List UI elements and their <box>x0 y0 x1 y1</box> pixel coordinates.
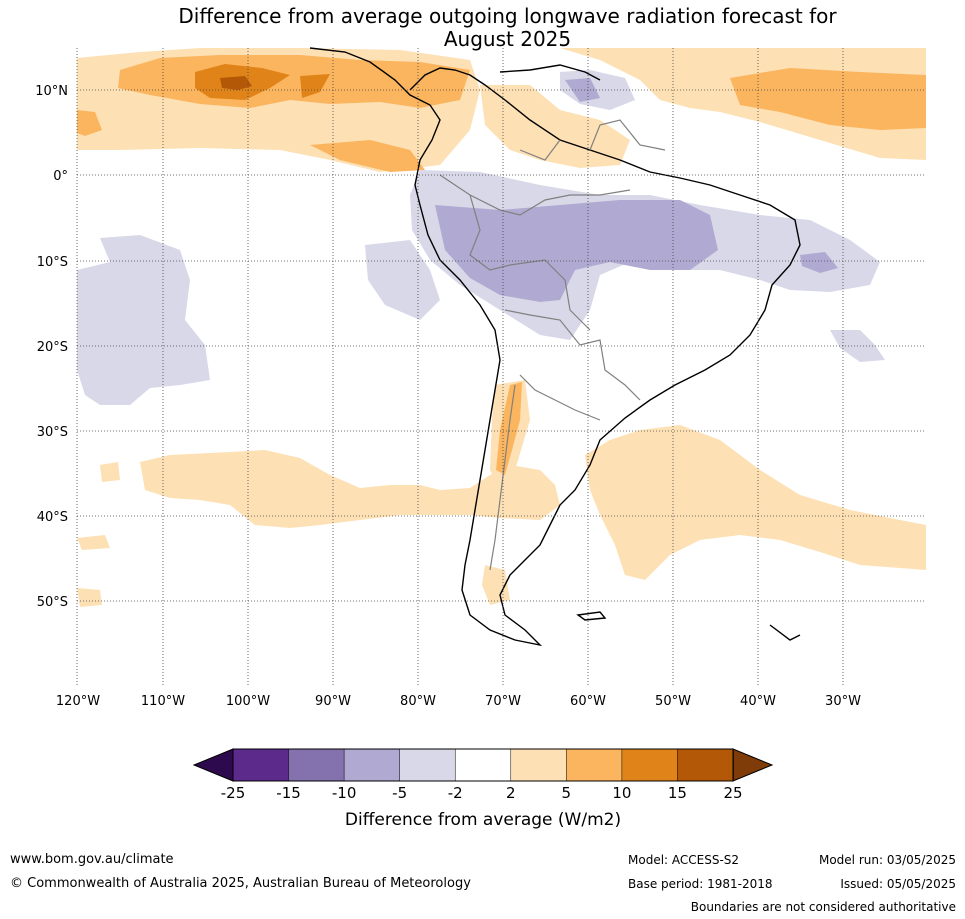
lat-tick: 10°N <box>35 84 68 99</box>
colorbar-frame <box>232 748 734 782</box>
colorbar-under-arrow <box>192 748 234 782</box>
lat-tick: 30°S <box>37 425 68 440</box>
colorbar-segment <box>454 748 512 782</box>
issued-text: Issued: 05/05/2025 <box>840 877 956 891</box>
gridlines <box>76 48 926 685</box>
anomaly-area <box>565 78 600 102</box>
colorbar-segment <box>510 748 568 782</box>
anomaly-area <box>140 450 560 528</box>
lon-tick: 50°W <box>655 694 691 709</box>
anomaly-area <box>482 565 510 605</box>
coastlines <box>309 47 801 647</box>
lon-tick: 40°W <box>740 694 776 709</box>
lat-tick: 20°S <box>37 340 68 355</box>
anomaly-area <box>365 240 440 320</box>
lat-tick: 40°S <box>37 510 68 525</box>
lon-tick: 80°W <box>400 694 436 709</box>
anomaly-fields <box>77 48 926 607</box>
colorbar-label: -15 <box>276 784 301 802</box>
lat-tick: 0° <box>53 169 68 184</box>
colorbar: -25 -15 -10 -5 -2 2 5 10 15 25 Difference from av… <box>192 748 774 830</box>
anomaly-area <box>480 85 630 168</box>
base-period-text: Base period: 1981-2018 <box>628 877 773 891</box>
country-borders <box>439 119 666 571</box>
lon-tick: 60°W <box>570 694 606 709</box>
colorbar-over-arrow <box>732 748 774 782</box>
anomaly-area <box>435 200 718 302</box>
lon-tick: 120°W <box>56 694 100 709</box>
colorbar-segment <box>677 748 734 782</box>
map-title-line1: Difference from average outgoing longwav… <box>178 4 837 28</box>
colorbar-label: 5 <box>562 784 572 802</box>
lon-tick: 30°W <box>825 694 861 709</box>
colorbar-label: -2 <box>448 784 463 802</box>
anomaly-area <box>77 535 110 550</box>
website-text: www.bom.gov.au/climate <box>10 852 174 867</box>
anomaly-area <box>77 110 102 136</box>
colorbar-label: 25 <box>723 784 742 802</box>
colorbar-segment <box>621 748 679 782</box>
anomaly-area <box>77 588 102 607</box>
colorbar-label: -10 <box>332 784 357 802</box>
map-title-line2: August 2025 <box>443 27 572 51</box>
anomaly-area <box>730 68 926 130</box>
lon-tick: 70°W <box>485 694 521 709</box>
lon-tick: 90°W <box>315 694 351 709</box>
anomaly-area <box>800 252 838 273</box>
copyright-text: © Commonwealth of Australia 2025, Austra… <box>10 876 471 891</box>
lat-tick: 10°S <box>37 255 68 270</box>
model-text: Model: ACCESS-S2 <box>628 853 740 867</box>
colorbar-segment <box>566 748 623 782</box>
anomaly-area <box>77 235 210 405</box>
lon-tick: 110°W <box>141 694 185 709</box>
longitude-ticks: 120°W 110°W 100°W 90°W 80°W 70°W 60°W 50… <box>56 694 861 709</box>
anomaly-area <box>300 74 330 98</box>
colorbar-segment <box>399 748 456 782</box>
colorbar-segment <box>343 748 401 782</box>
anomaly-area <box>585 425 926 580</box>
anomaly-area <box>310 140 425 172</box>
colorbar-label: 2 <box>506 784 516 802</box>
model-run-text: Model run: 03/05/2025 <box>818 853 956 867</box>
lon-tick: 100°W <box>226 694 270 709</box>
colorbar-segment <box>288 748 345 782</box>
anomaly-area <box>100 462 120 482</box>
anomaly-area <box>220 76 252 90</box>
colorbar-label: 15 <box>668 784 687 802</box>
lat-tick: 50°S <box>37 595 68 610</box>
colorbar-label: -5 <box>392 784 407 802</box>
colorbar-title: Difference from average (W/m2) <box>345 810 621 830</box>
latitude-ticks: 10°N 0° 10°S 20°S 30°S 40°S 50°S <box>35 84 68 610</box>
colorbar-label: 10 <box>612 784 631 802</box>
colorbar-segment <box>232 748 290 782</box>
colorbar-label: -25 <box>221 784 246 802</box>
disclaimer-text: Boundaries are not considered authoritat… <box>690 900 956 914</box>
